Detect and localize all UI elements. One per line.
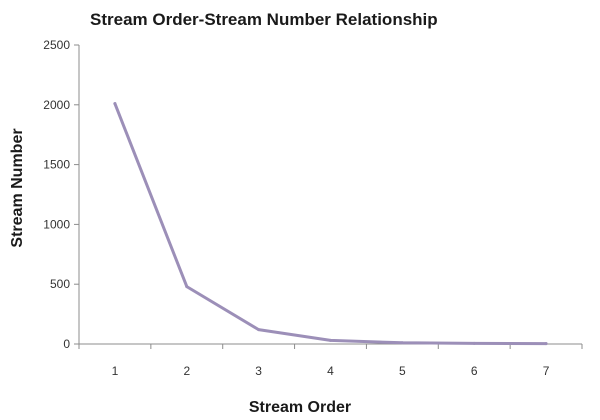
data-point bbox=[185, 285, 189, 289]
data-point bbox=[329, 338, 332, 342]
data-point bbox=[472, 341, 476, 345]
x-tick-label: 2 bbox=[183, 364, 190, 378]
y-tick-label: 2500 bbox=[43, 38, 70, 52]
data-point bbox=[113, 102, 117, 106]
x-tick-label: 4 bbox=[327, 364, 334, 378]
y-tick-label: 500 bbox=[50, 277, 70, 291]
series-layer bbox=[113, 102, 548, 346]
y-axis-label: Stream Number bbox=[9, 128, 26, 247]
chart-title: Stream Order-Stream Number Relationship bbox=[90, 10, 438, 29]
y-tick-label: 1500 bbox=[43, 158, 70, 172]
x-tick-label: 7 bbox=[543, 364, 550, 378]
x-axis-ticks: 1 2 3 4 5 6 7 bbox=[78, 344, 583, 378]
data-point bbox=[257, 328, 261, 332]
x-tick-label: 3 bbox=[255, 364, 262, 378]
x-tick-label: 5 bbox=[399, 364, 406, 378]
data-point bbox=[400, 341, 404, 345]
data-point bbox=[544, 342, 548, 346]
series-line bbox=[113, 102, 548, 346]
y-tick-label: 1000 bbox=[43, 217, 70, 231]
x-tick-label: 1 bbox=[112, 364, 119, 378]
y-tick-label: 0 bbox=[63, 337, 70, 351]
x-tick-label: 6 bbox=[471, 364, 478, 378]
y-axis-ticks: 0 500 1000 1500 2000 2500 bbox=[43, 38, 79, 351]
y-tick-label: 2000 bbox=[43, 98, 70, 112]
x-axis-label: Stream Order bbox=[249, 399, 351, 416]
